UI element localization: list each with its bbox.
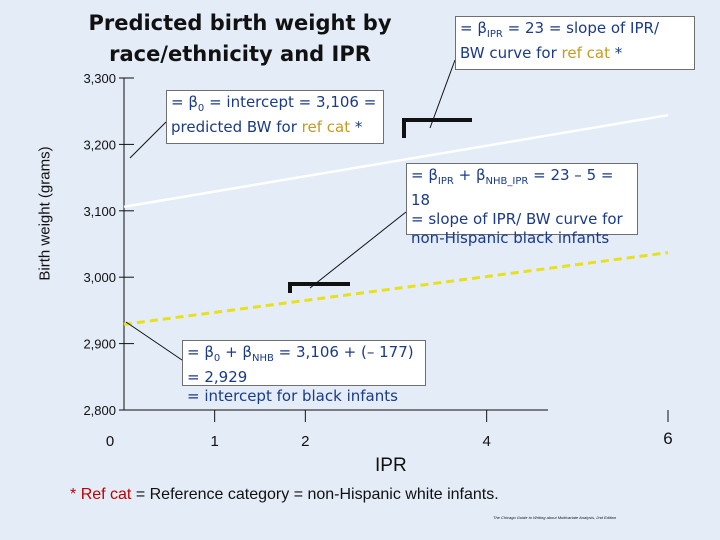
callout-slope-ref: = βIPR = 23 = slope of IPR/ BW curve for… (455, 16, 695, 70)
leader-slope-ref (429, 59, 456, 129)
nhb-line (123, 251, 669, 326)
x-tick-label: 2 (301, 433, 309, 450)
y-tick-label: 3,000 (83, 270, 116, 285)
x-tick-label: 6 (663, 429, 672, 448)
callout-intercept-nhb: = β0 + βNHB = 3,106 + (– 177) = 2,929 = … (182, 340, 426, 405)
y-tick-label: 2,900 (83, 337, 116, 352)
slope-marker-ref (402, 118, 472, 138)
x-tick-label: 4 (482, 433, 490, 450)
footnote: * Ref cat = Reference category = non-His… (70, 486, 499, 503)
slope-marker-nhb (288, 282, 350, 293)
source-credit: The Chicago Guide to Writing about Multi… (493, 515, 617, 520)
ref-cat-line (123, 113, 669, 209)
leader-intercept-nhb (125, 321, 183, 361)
leader-intercept-ref (129, 121, 167, 159)
y-tick-label: 3,300 (83, 71, 116, 86)
y-tick-label: 3,100 (83, 204, 116, 219)
callout-slope-nhb: = βIPR + βNHB_IPR = 23 – 5 = 18 = slope … (406, 163, 638, 247)
x-tick-label: 0 (106, 433, 114, 450)
callout-intercept-ref: = β0 = intercept = 3,106 = predicted BW … (166, 90, 384, 144)
leader-slope-nhb (309, 211, 407, 289)
y-tick-label: 2,800 (83, 403, 116, 418)
x-axis-title: IPR (375, 455, 407, 476)
chart-title: Predicted birth weight by race/ethnicity… (88, 11, 392, 66)
y-tick-label: 3,200 (83, 137, 116, 152)
x-tick-label: 1 (210, 433, 218, 450)
